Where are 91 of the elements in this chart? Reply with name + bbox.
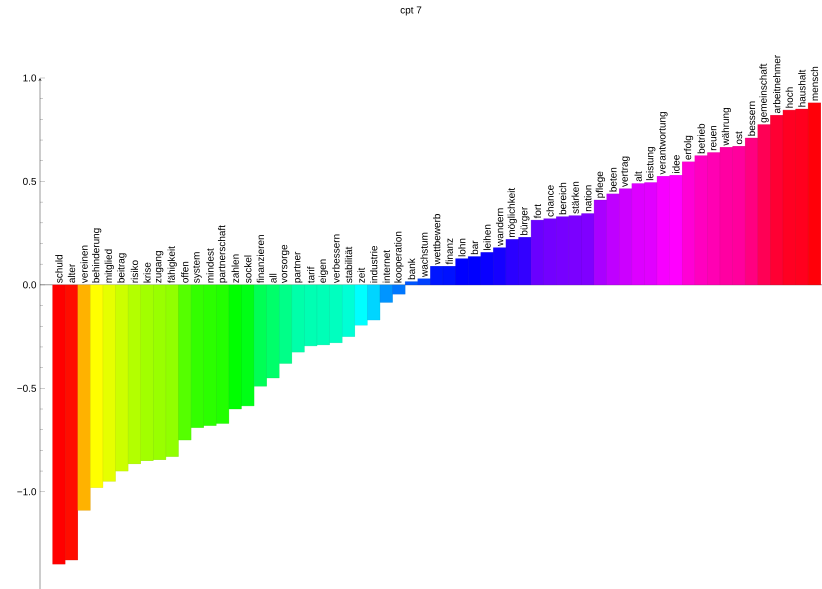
- x-tick-label: wachstum: [420, 232, 428, 277]
- x-tick-label: gemeinschaft: [759, 64, 769, 122]
- bar: [758, 124, 771, 286]
- x-tick-label: lohn: [458, 238, 466, 256]
- bar: [770, 115, 784, 286]
- bar: [392, 284, 406, 294]
- x-tick-label: vertrag: [621, 156, 630, 187]
- x-tick-label: offen: [181, 262, 188, 283]
- x-tick-label: vorsorge: [282, 244, 290, 284]
- x-tick-label: tarif: [307, 266, 314, 284]
- x-tick-label: möglichkeit: [508, 188, 517, 238]
- x-tick-label: leihen: [483, 224, 491, 250]
- x-tick-label: währung: [722, 108, 731, 146]
- bar: [380, 284, 393, 303]
- bar: [102, 284, 116, 482]
- bar: [78, 284, 91, 511]
- bar: [90, 284, 104, 488]
- x-tick-label: pflege: [596, 172, 606, 198]
- x-tick-label: kooperation: [394, 232, 404, 283]
- bar: [342, 284, 355, 337]
- bar: [178, 284, 192, 440]
- x-tick-label: stärken: [572, 182, 579, 214]
- x-tick-label: wandern: [496, 208, 504, 246]
- x-tick-label: verbessern: [332, 234, 340, 284]
- x-tick-label: bürger: [520, 206, 530, 235]
- x-tick-label: eigen: [318, 259, 328, 283]
- x-tick-label: bank: [408, 258, 416, 280]
- x-tick-label: wettbewerb: [433, 214, 440, 265]
- x-tick-label: bar: [470, 240, 478, 254]
- x-tick-label: beitrag: [117, 253, 126, 283]
- bar: [418, 278, 431, 286]
- x-tick-label: stabilität: [344, 246, 352, 283]
- x-tick-label: chance: [546, 185, 554, 217]
- chart-title: cpt 7: [400, 6, 422, 16]
- x-tick-label: mensch: [810, 66, 818, 100]
- bar: [594, 200, 607, 286]
- bar: [745, 138, 758, 286]
- x-tick-label: vereinen: [80, 246, 88, 284]
- x-tick-label: schuld: [55, 255, 63, 283]
- bar: [115, 284, 128, 472]
- bar: [279, 284, 292, 364]
- x-tick-label: finanzieren: [256, 235, 264, 284]
- y-tick-label: 1.0: [23, 74, 36, 82]
- x-tick-label: finanz: [446, 238, 453, 264]
- bar: [254, 284, 267, 386]
- x-tick-label: industrie: [370, 246, 378, 283]
- x-tick-label: internet: [382, 250, 390, 283]
- x-tick-label: nation: [584, 185, 592, 212]
- bar: [367, 284, 380, 320]
- x-tick-label: krise: [143, 262, 151, 283]
- x-tick-label: verantwortung: [659, 112, 668, 175]
- x-tick-label: mitglied: [104, 249, 114, 283]
- x-tick-label: alter: [68, 264, 76, 283]
- x-tick-label: bessern: [748, 102, 756, 136]
- x-tick-label: fähigkeit: [168, 246, 177, 284]
- x-tick-label: risiko: [130, 260, 138, 283]
- y-tick-label: 0.0: [23, 281, 36, 288]
- x-tick-label: leistung: [646, 147, 656, 180]
- x-tick-label: idee: [672, 155, 680, 173]
- x-tick-label: sockel: [244, 256, 252, 283]
- x-tick-label: bereich: [558, 182, 566, 214]
- bar: [128, 284, 141, 464]
- y-tick-label: 0.5: [23, 178, 36, 185]
- x-tick-label: system: [193, 252, 202, 283]
- y-tick-label: −1.0: [17, 488, 36, 496]
- x-tick-label: partner: [294, 252, 302, 283]
- bar: [682, 162, 695, 286]
- y-tick-label: −0.5: [17, 384, 36, 392]
- bar: [266, 284, 280, 378]
- bar: [241, 284, 254, 406]
- bar: [808, 102, 821, 286]
- x-tick-label: zahlen: [232, 254, 239, 283]
- x-tick-label: fort: [534, 204, 542, 218]
- x-tick-label: behinderung: [92, 228, 102, 283]
- bar: [228, 284, 242, 410]
- x-tick-label: partnerschaft: [218, 225, 228, 283]
- x-tick-label: ost: [736, 131, 742, 144]
- x-tick-label: zugang: [156, 251, 164, 283]
- x-tick-label: alt: [634, 171, 642, 182]
- x-tick-label: reuen: [710, 126, 716, 150]
- x-tick-label: zeit: [357, 268, 365, 283]
- x-tick-label: haushalt: [798, 70, 806, 107]
- x-tick-label: betrieb: [697, 124, 705, 154]
- x-tick-label: beten: [609, 168, 617, 192]
- bar: [354, 284, 368, 326]
- x-tick-label: all: [269, 274, 277, 283]
- x-tick-label: mindest: [206, 248, 214, 283]
- x-tick-label: arbeitnehmer: [773, 55, 780, 114]
- x-tick-label: hoch: [786, 87, 793, 108]
- x-tick-label: erfolg: [684, 136, 694, 160]
- bar: [405, 281, 418, 286]
